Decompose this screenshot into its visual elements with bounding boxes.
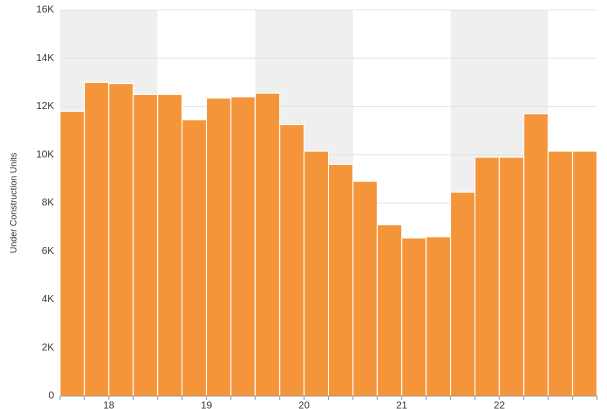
y-tick-label: 16K bbox=[36, 5, 54, 16]
bar bbox=[254, 92, 281, 397]
bar bbox=[132, 93, 159, 397]
y-tick-label: 0 bbox=[48, 391, 54, 402]
y-tick-label: 10K bbox=[36, 149, 54, 160]
bar bbox=[572, 150, 598, 397]
x-tick-label: 22 bbox=[494, 401, 506, 409]
bar bbox=[547, 150, 574, 397]
y-tick-label: 2K bbox=[42, 342, 55, 353]
bar bbox=[279, 124, 305, 397]
x-tick-label: 20 bbox=[299, 401, 311, 409]
bar bbox=[157, 93, 183, 397]
bar bbox=[59, 110, 85, 397]
bar bbox=[425, 236, 452, 397]
y-tick-label: 4K bbox=[42, 294, 55, 305]
y-tick-label: 12K bbox=[36, 101, 54, 112]
bar bbox=[498, 156, 525, 397]
bar bbox=[83, 81, 110, 397]
y-tick-label: 8K bbox=[42, 198, 55, 209]
bar bbox=[303, 150, 330, 397]
bar bbox=[328, 163, 354, 397]
x-tick-label: 18 bbox=[103, 401, 115, 409]
bar bbox=[401, 237, 427, 397]
y-tick-label: 6K bbox=[42, 246, 55, 257]
bar bbox=[352, 180, 378, 397]
x-tick-label: 19 bbox=[201, 401, 213, 409]
bar bbox=[450, 191, 476, 397]
y-axis-label: Under Construction Units bbox=[8, 152, 18, 253]
bar bbox=[376, 224, 403, 397]
x-tick-label: 21 bbox=[396, 401, 408, 409]
bar bbox=[230, 96, 256, 397]
bar bbox=[474, 156, 500, 397]
y-tick-label: 14K bbox=[36, 53, 54, 64]
bar bbox=[205, 97, 232, 397]
bar bbox=[523, 113, 549, 397]
bar bbox=[181, 119, 207, 397]
bar bbox=[108, 83, 134, 397]
